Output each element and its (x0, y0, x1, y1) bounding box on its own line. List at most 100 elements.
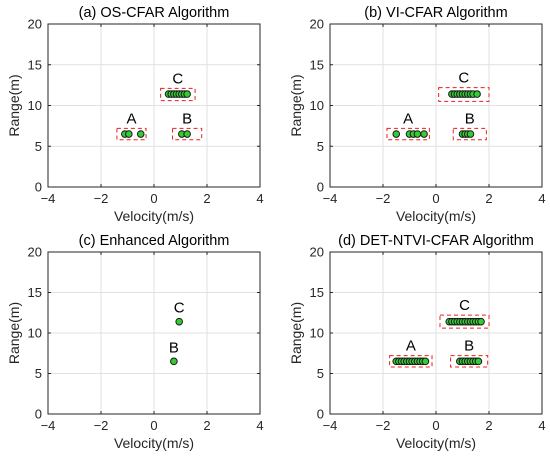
y-tick-label: 10 (28, 326, 42, 341)
x-tick-label: −2 (376, 418, 391, 433)
y-tick-label: 5 (317, 366, 324, 381)
y-tick-label: 5 (35, 366, 42, 381)
data-point (170, 357, 178, 366)
x-tick-label: 0 (150, 418, 157, 433)
cluster-A: A (389, 338, 433, 368)
y-tick-label: 10 (310, 98, 324, 113)
cluster-box (386, 127, 430, 141)
cluster-A: A (386, 110, 430, 141)
x-tick-label: −2 (376, 191, 391, 206)
x-tick-label: 4 (538, 418, 545, 433)
cluster-box (439, 314, 490, 329)
cluster-label: A (126, 110, 136, 127)
y-tick-label: 0 (35, 180, 42, 195)
cluster-C: C (439, 297, 490, 329)
x-tick-label: 2 (485, 191, 492, 206)
data-point (136, 130, 145, 138)
cluster-A: A (116, 110, 147, 141)
x-tick-label: −4 (41, 191, 56, 206)
x-axis-label: Velocity(m/s) (396, 208, 476, 224)
cluster-label: B (169, 339, 179, 356)
cluster-box (450, 355, 489, 368)
cluster-label: A (406, 338, 416, 355)
y-tick-label: 15 (310, 57, 324, 72)
x-tick-label: −2 (94, 191, 109, 206)
panel-title: (a) OS-CFAR Algorithm (79, 5, 230, 21)
y-tick-label: 0 (317, 407, 324, 422)
panel-title: (b) VI-CFAR Algorithm (364, 5, 507, 21)
y-tick-label: 0 (317, 180, 324, 195)
data-point (392, 130, 401, 138)
x-axis-label: Velocity(m/s) (114, 435, 194, 451)
y-tick-label: 15 (28, 57, 42, 72)
cluster-label: C (458, 70, 469, 87)
cluster-box (160, 87, 196, 102)
y-tick-label: 20 (28, 245, 42, 260)
y-tick-label: 10 (310, 326, 324, 341)
panel-4: −4 −2 0 2 4 0 5 10 15 20 (d) DET-NTVI-CFAR Algorit… (288, 233, 546, 451)
cluster-label: A (403, 110, 413, 127)
cluster-label: C (172, 70, 183, 87)
y-tick-label: 20 (310, 245, 324, 260)
data-point (183, 90, 191, 98)
cluster-B: B (169, 339, 179, 366)
cluster-label: B (465, 110, 475, 127)
cluster-box (438, 87, 490, 102)
x-tick-label: 0 (432, 191, 439, 206)
y-axis-label: Range(m) (288, 302, 304, 364)
y-tick-label: 15 (310, 285, 324, 300)
data-point (183, 130, 191, 138)
data-point (125, 130, 133, 138)
data-point (474, 357, 483, 366)
x-axis-label: Velocity(m/s) (114, 208, 194, 224)
y-tick-label: 0 (35, 407, 42, 422)
x-tick-label: −4 (323, 418, 338, 433)
y-tick-label: 5 (35, 139, 42, 154)
data-point (413, 130, 422, 138)
x-axis-label: Velocity(m/s) (396, 435, 476, 451)
x-tick-label: 0 (432, 418, 439, 433)
cluster-box (389, 355, 433, 368)
panel-1: −4 −2 0 2 4 0 5 10 15 20 (a) OS-CFAR Algorithm Velo… (6, 5, 264, 224)
cluster-label: B (464, 338, 474, 355)
cluster-C: C (438, 70, 490, 102)
data-point (466, 130, 475, 138)
cluster-label: C (174, 300, 185, 317)
x-tick-label: 0 (150, 191, 157, 206)
cluster-C: C (174, 300, 185, 326)
y-tick-label: 15 (28, 285, 42, 300)
y-tick-label: 20 (28, 17, 42, 32)
y-axis-label: Range(m) (6, 74, 22, 136)
x-tick-label: 2 (203, 418, 210, 433)
x-tick-label: −2 (94, 418, 109, 433)
y-tick-label: 20 (310, 17, 324, 32)
panel-3: −4 −2 0 2 4 0 5 10 15 20 (c) Enhanced Algorithm Vel… (6, 233, 264, 451)
cluster-C: C (160, 70, 196, 102)
cluster-label: B (182, 110, 192, 127)
cluster-box (452, 127, 487, 141)
panel-title: (d) DET-NTVI-CFAR Algorithm (338, 233, 534, 249)
y-axis-label: Range(m) (6, 302, 22, 364)
cluster-box (172, 127, 203, 141)
panel-2: −4 −2 0 2 4 0 5 10 15 20 (b) VI-CFAR Algorithm Velo… (288, 5, 546, 224)
data-point (473, 90, 481, 98)
x-tick-label: 4 (256, 418, 263, 433)
data-point (175, 317, 183, 326)
cluster-B: B (452, 110, 487, 141)
x-tick-label: 4 (538, 191, 545, 206)
cluster-B: B (450, 338, 489, 368)
data-point (421, 357, 430, 366)
x-tick-label: −4 (323, 191, 338, 206)
x-tick-label: −4 (41, 418, 56, 433)
x-tick-label: 2 (203, 191, 210, 206)
y-tick-label: 10 (28, 98, 42, 113)
cluster-box (116, 127, 147, 141)
cluster-label: C (459, 297, 470, 314)
x-tick-label: 4 (256, 191, 263, 206)
panel-title: (c) Enhanced Algorithm (79, 233, 230, 249)
data-point (420, 130, 428, 138)
data-point (477, 317, 485, 326)
x-tick-label: 2 (485, 418, 492, 433)
y-tick-label: 5 (317, 139, 324, 154)
